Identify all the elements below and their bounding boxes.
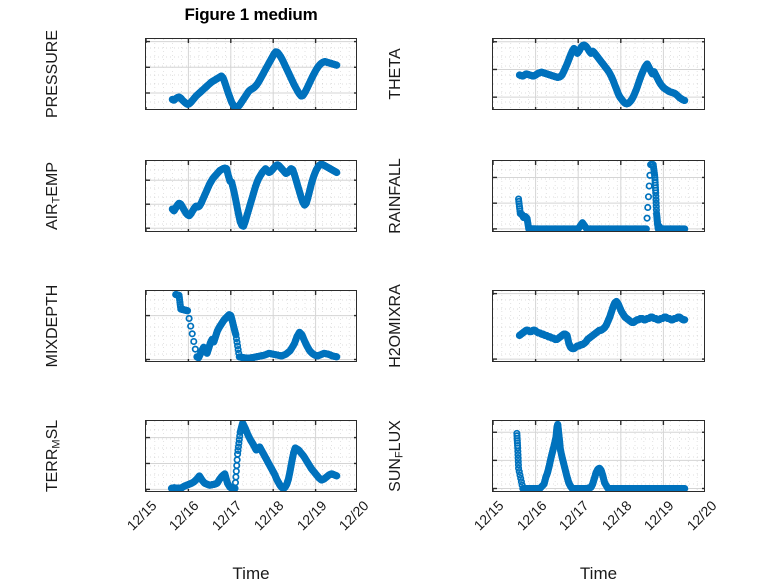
ylabel-sun_flux: SUNFLUX <box>387 420 406 492</box>
xtick-label: 12/19 <box>293 497 330 534</box>
plot-area-theta <box>493 39 704 109</box>
tickmarks-theta <box>493 39 704 109</box>
data-points-sun_flux <box>513 421 689 491</box>
axes-sun_flux: 050100 <box>492 420 705 492</box>
tickmarks-mixdepth <box>146 291 356 361</box>
xtick-label: 12/18 <box>598 497 635 534</box>
data-points-pressure <box>168 48 341 109</box>
plot-area-mixdepth <box>146 291 356 361</box>
panel-rainfall: 00.51 RAINFALL <box>387 158 705 234</box>
grid-rainfall <box>493 161 704 231</box>
ylabel-mixdepth: MIXDEPTH <box>44 284 61 368</box>
plot-area-pressure <box>146 39 356 109</box>
tickmarks-h2omixra <box>493 291 704 361</box>
plot-area-h2omixra <box>493 291 704 361</box>
axes-air_temp: 260265270 <box>145 160 357 232</box>
axes-mixdepth: 01000 <box>145 290 357 362</box>
xtick-label: 12/17 <box>208 497 245 534</box>
grid-h2omixra <box>493 291 704 361</box>
xtick-label: 12/16 <box>165 497 202 534</box>
xtick-label: 12/18 <box>250 497 287 534</box>
ylabel-terr_msl: TERRMSL <box>44 419 63 493</box>
axes-pressure: 8009001000 <box>145 38 357 110</box>
xtick-label: 12/20 <box>683 497 720 534</box>
xtick-label: 12/15 <box>470 497 507 534</box>
xtick-label: 12/20 <box>335 497 372 534</box>
data-points-rainfall <box>515 161 689 231</box>
xtick-label: 12/17 <box>555 497 592 534</box>
plot-area-terr_msl <box>146 421 356 491</box>
panel-pressure: 8009001000PRESSURE <box>44 30 357 118</box>
ylabel-rainfall: RAINFALL <box>387 158 404 234</box>
data-points-mixdepth <box>172 291 341 361</box>
plot-area-air_temp <box>146 161 356 231</box>
data-points-terr_msl <box>167 421 341 491</box>
axes-rainfall: 00.51 <box>492 160 705 232</box>
panel-terr_msl: 05001000 TERRMSL <box>44 420 357 492</box>
axes-terr_msl: 05001000 <box>145 420 357 492</box>
data-points-h2omixra <box>515 297 689 353</box>
xtick-label: 12/19 <box>640 497 677 534</box>
plot-area-rainfall <box>493 161 704 231</box>
panel-mixdepth: 01000 MIXDEPTH <box>44 285 357 367</box>
data-points-theta <box>515 41 689 108</box>
figure-title: Figure 1 medium <box>184 5 318 24</box>
axes-h2omixra: 05 <box>492 290 705 362</box>
plot-area-sun_flux <box>493 421 704 491</box>
panel-h2omixra: 05 H2OMIXRA <box>387 284 705 368</box>
panel-theta: 280285290THETA <box>387 38 705 110</box>
data-points-air_temp <box>168 161 341 230</box>
axes-theta: 280285290 <box>492 38 705 110</box>
panel-air_temp: 260265270 AIRTEMP <box>44 160 357 232</box>
xtick-label: 12/15 <box>123 497 160 534</box>
panel-sun_flux: 050100 SUNFLUX <box>387 420 705 492</box>
ylabel-h2omixra: H2OMIXRA <box>387 284 404 368</box>
major-grid-theta <box>493 39 704 109</box>
ylabel-air_temp: AIRTEMP <box>44 161 63 231</box>
grid-mixdepth <box>146 291 356 361</box>
major-grid-h2omixra <box>493 291 704 361</box>
xlabel-time: Time <box>579 564 618 583</box>
xtick-label: 12/16 <box>513 497 550 534</box>
xlabel-time: Time <box>232 564 270 583</box>
